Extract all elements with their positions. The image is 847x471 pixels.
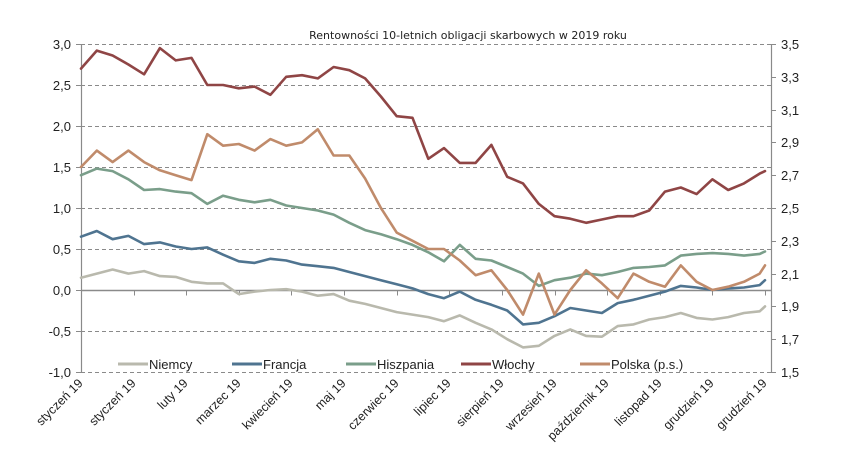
x-tick-label: grudzień 19 [714,376,770,432]
y-tick-label-right: 1,9 [781,299,799,314]
series-line-polska-p-s [79,128,767,316]
x-tick-label: listopad 19 [612,376,665,429]
x-tick-label: styczeń 19 [86,376,138,428]
y-tick-label-right: 1,5 [781,365,799,380]
y-axis-right-labels: 1,5 1,7 1,9 2,1 2,3 2,5 2,7 2,9 3,1 3,3 3,5 [781,37,799,380]
series-line-francja [79,229,767,326]
legend-label: Hiszpania [377,357,435,372]
y-tick-label-right: 3,3 [781,70,799,85]
legend-label: Polska (p.s.) [611,357,683,372]
legend: Niemcy Francja Hiszpania Włochy Polska (p.s.… [118,357,683,372]
y-tick-label-right: 3,5 [781,37,799,52]
y-tick-label-left: 1,5 [53,160,71,175]
x-tick-label: marzec 19 [192,376,243,427]
y-tick-label-left: 3,0 [53,37,71,52]
y-tick-label-left: -0,5 [49,324,71,339]
legend-label: Francja [263,357,307,372]
y-tick-label-left: -1,0 [49,365,71,380]
y-tick-label-right: 2,7 [781,168,799,183]
y-tick-label-right: 2,5 [781,201,799,216]
x-tick-label: czerwiec 19 [345,376,402,433]
series-line-włochy [79,46,767,225]
series-line-hiszpania [79,167,767,288]
series-lines [79,46,767,349]
y-tick-label-left: 0,0 [53,283,71,298]
legend-label: Niemcy [149,357,193,372]
x-axis-labels: styczeń 19 styczeń 19 luty 19 marzec 19kwie… [33,376,769,443]
y-tick-label-right: 1,7 [781,332,799,347]
y-tick-label-right: 3,1 [781,103,799,118]
y-tick-label-left: 1,0 [53,201,71,216]
y-tick-label-right: 2,1 [781,267,799,282]
x-tick-label: luty 19 [155,376,191,412]
y-tick-label-left: 2,5 [53,78,71,93]
x-tick-label: styczeń 19 [33,376,85,428]
y-tick-label-left: 0,5 [53,242,71,257]
x-tick-label: wrzesień 19 [502,376,560,434]
x-tick-label: kwiecień 19 [240,376,296,432]
series-line-niemcy [79,268,767,349]
x-tick-label: maj 19 [312,376,348,412]
y-tick-label-left: 2,0 [53,119,71,134]
gridlines [81,44,771,373]
chart-title: Rentowności 10-letnich obligacji skarbow… [309,29,627,42]
x-tick-label: sierpień 19 [453,376,506,429]
x-tick-label: lipiec 19 [411,376,453,418]
legend-label: Włochy [492,357,535,372]
x-tick-label: grudzień 19 [661,376,717,432]
y-axis-left-labels: -1,0 -0,5 0,0 0,5 1,0 1,5 2,0 2,5 3,0 [49,37,71,380]
y-tick-label-right: 2,3 [781,234,799,249]
y-tick-label-right: 2,9 [781,135,799,150]
